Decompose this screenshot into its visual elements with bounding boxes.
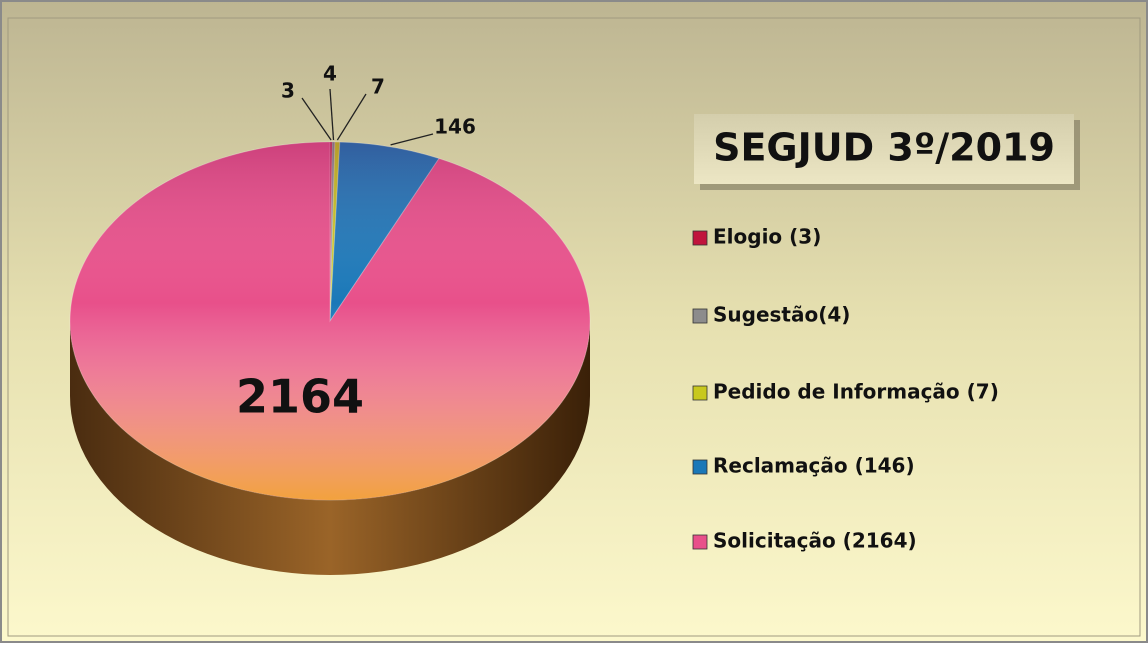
title-box (694, 114, 1074, 184)
legend: Elogio (3) Sugestão(4) Pedido de Informaçã… (692, 225, 999, 553)
legend-swatch (692, 308, 708, 324)
leader-line (336, 93, 367, 141)
pie-depth (70, 321, 590, 575)
legend-label: Solicitação (2164) (713, 529, 917, 553)
chart-title: SEGJUD 3º/2019 (713, 126, 1055, 170)
leader-line (390, 133, 434, 146)
data-label: 2164 (236, 370, 364, 424)
legend-swatch (692, 385, 708, 401)
legend-label: Elogio (3) (713, 225, 821, 249)
pie (69, 141, 591, 501)
legend-swatch (692, 459, 708, 475)
legend-swatch (692, 534, 708, 550)
data-label: 146 (434, 115, 476, 139)
pie-slice (69, 141, 591, 501)
legend-label: Sugestão(4) (713, 303, 850, 327)
data-label: 4 (323, 62, 337, 86)
data-label: 7 (371, 75, 385, 99)
leader-line (301, 97, 332, 141)
leader-line (329, 88, 335, 141)
legend-swatch (692, 230, 708, 246)
legend-label: Reclamação (146) (713, 454, 915, 478)
legend-label: Pedido de Informação (7) (713, 380, 999, 404)
plot-frame (7, 17, 1141, 637)
data-label: 3 (281, 79, 295, 103)
